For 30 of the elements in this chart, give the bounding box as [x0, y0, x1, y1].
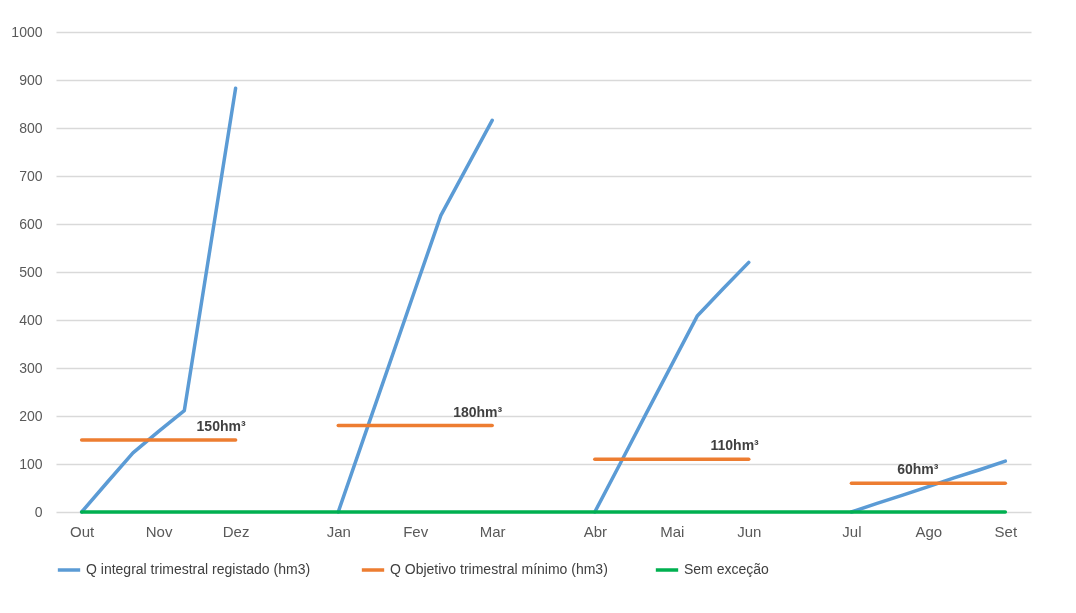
- x-tick-label: Fev: [403, 522, 429, 540]
- x-tick-label: Abr: [583, 522, 607, 540]
- legend-label: Q Objetivo trimestral mínimo (hm3): [390, 561, 608, 577]
- x-tick-label: Jan: [326, 522, 351, 540]
- x-tick-label: Set: [994, 522, 1018, 540]
- legend-label: Sem exceção: [684, 561, 770, 577]
- y-tick-label: 1000: [11, 23, 43, 40]
- y-tick-label: 800: [19, 119, 43, 136]
- y-tick-label: 600: [19, 215, 43, 232]
- y-tick-label: 500: [19, 263, 43, 280]
- x-tick-label: Mai: [660, 522, 685, 540]
- y-tick-label: 900: [19, 71, 43, 88]
- x-tick-label: Mar: [479, 522, 506, 540]
- x-tick-label: Jul: [842, 522, 862, 540]
- x-tick-label: Out: [70, 522, 96, 540]
- y-tick-label: 0: [34, 503, 43, 520]
- legend-label: Q integral trimestral registado (hm3): [86, 561, 311, 577]
- y-tick-label: 200: [19, 407, 43, 424]
- y-tick-label: 100: [19, 455, 43, 472]
- annotation: 60hm³: [897, 461, 939, 478]
- annotation: 150hm³: [196, 418, 246, 434]
- y-tick-label: 400: [19, 311, 43, 328]
- annotation: 180hm³: [453, 403, 503, 420]
- y-tick-label: 700: [19, 167, 43, 184]
- annotation: 110hm³: [710, 437, 760, 454]
- x-tick-label: Dez: [222, 522, 250, 540]
- x-tick-label: Nov: [145, 522, 173, 540]
- y-tick-label: 300: [19, 359, 43, 376]
- x-tick-label: Ago: [915, 522, 943, 540]
- x-tick-label: Jun: [737, 522, 762, 540]
